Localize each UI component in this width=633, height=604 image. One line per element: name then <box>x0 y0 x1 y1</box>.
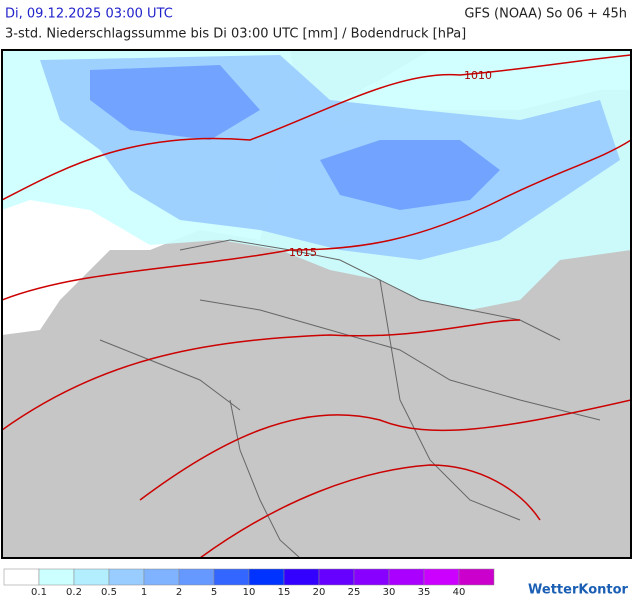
legend-swatch <box>248 568 285 586</box>
isobars <box>2 54 631 558</box>
borders <box>99 239 601 558</box>
forecast-date: Di, 09.12.2025 03:00 UTC <box>5 7 173 22</box>
legend-swatch <box>283 568 320 586</box>
legend-swatch <box>423 568 460 586</box>
legend-label: 5 <box>211 587 217 598</box>
map: 1010 1015 <box>1 49 632 559</box>
legend-swatch <box>458 568 495 586</box>
legend-label: 15 <box>278 587 291 598</box>
legend-label: 0.5 <box>101 587 117 598</box>
legend-swatch <box>213 568 250 586</box>
legend-label: 10 <box>243 587 256 598</box>
legend-swatch <box>318 568 355 586</box>
map-frame <box>1 49 632 559</box>
legend: 0.1 0.2 0.5 1 2 5 10 15 20 25 30 35 40 <box>3 568 495 598</box>
isobar-label: 1010 <box>464 69 492 82</box>
precip-area <box>320 140 500 210</box>
legend-label: 20 <box>313 587 326 598</box>
legend-label: 0.1 <box>31 587 47 598</box>
legend-swatch <box>143 568 180 586</box>
model-info: GFS (NOAA) So 06 + 45h <box>464 7 627 22</box>
legend-swatch <box>353 568 390 586</box>
legend-swatch <box>178 568 215 586</box>
legend-label: 0.2 <box>66 587 82 598</box>
legend-label: 25 <box>348 587 361 598</box>
legend-label: 1 <box>141 587 147 598</box>
legend-label: 35 <box>418 587 431 598</box>
subtitle: 3-std. Niederschlagssumme bis Di 03:00 U… <box>5 27 466 42</box>
legend-label: 40 <box>453 587 466 598</box>
legend-label: 30 <box>383 587 396 598</box>
legend-swatch <box>388 568 425 586</box>
legend-swatch <box>38 568 75 586</box>
logo: WetterKontor <box>528 583 629 598</box>
legend-swatch <box>3 568 40 586</box>
legend-label: 2 <box>176 587 182 598</box>
legend-swatch <box>108 568 145 586</box>
isobar-label: 1015 <box>289 246 317 259</box>
precip-area <box>90 65 260 140</box>
legend-swatch <box>73 568 110 586</box>
